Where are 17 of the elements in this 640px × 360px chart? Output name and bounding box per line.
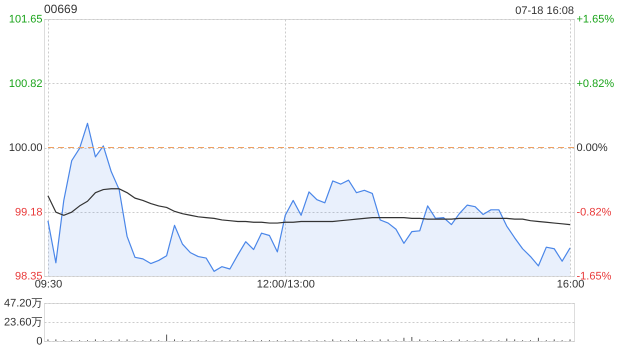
y2-tick-label: -0.82% — [576, 206, 612, 218]
y-tick-label: 0 — [36, 336, 42, 348]
y2-tick-label: +0.82% — [576, 78, 614, 90]
y2-tick-label: 0.00% — [576, 142, 608, 154]
y-tick-label: 99.18 — [14, 206, 42, 218]
y-tick-label: 23.60万 — [4, 316, 42, 328]
y-tick-label: 101.65 — [8, 14, 42, 26]
y2-tick-label: +1.65% — [576, 14, 614, 26]
line-series — [47, 188, 571, 226]
x-tick-label: 12:00/13:00 — [256, 278, 315, 290]
x-tick-label: 16:00 — [556, 278, 584, 290]
y-tick-label: 47.20万 — [4, 298, 42, 310]
y-tick-label: 100.82 — [8, 78, 42, 90]
text: 07-18 16:08 — [515, 5, 574, 17]
chart-title: 00669 — [44, 2, 78, 16]
y-tick-label: 100.00 — [8, 142, 42, 154]
x-tick-label: 09:30 — [34, 278, 62, 290]
